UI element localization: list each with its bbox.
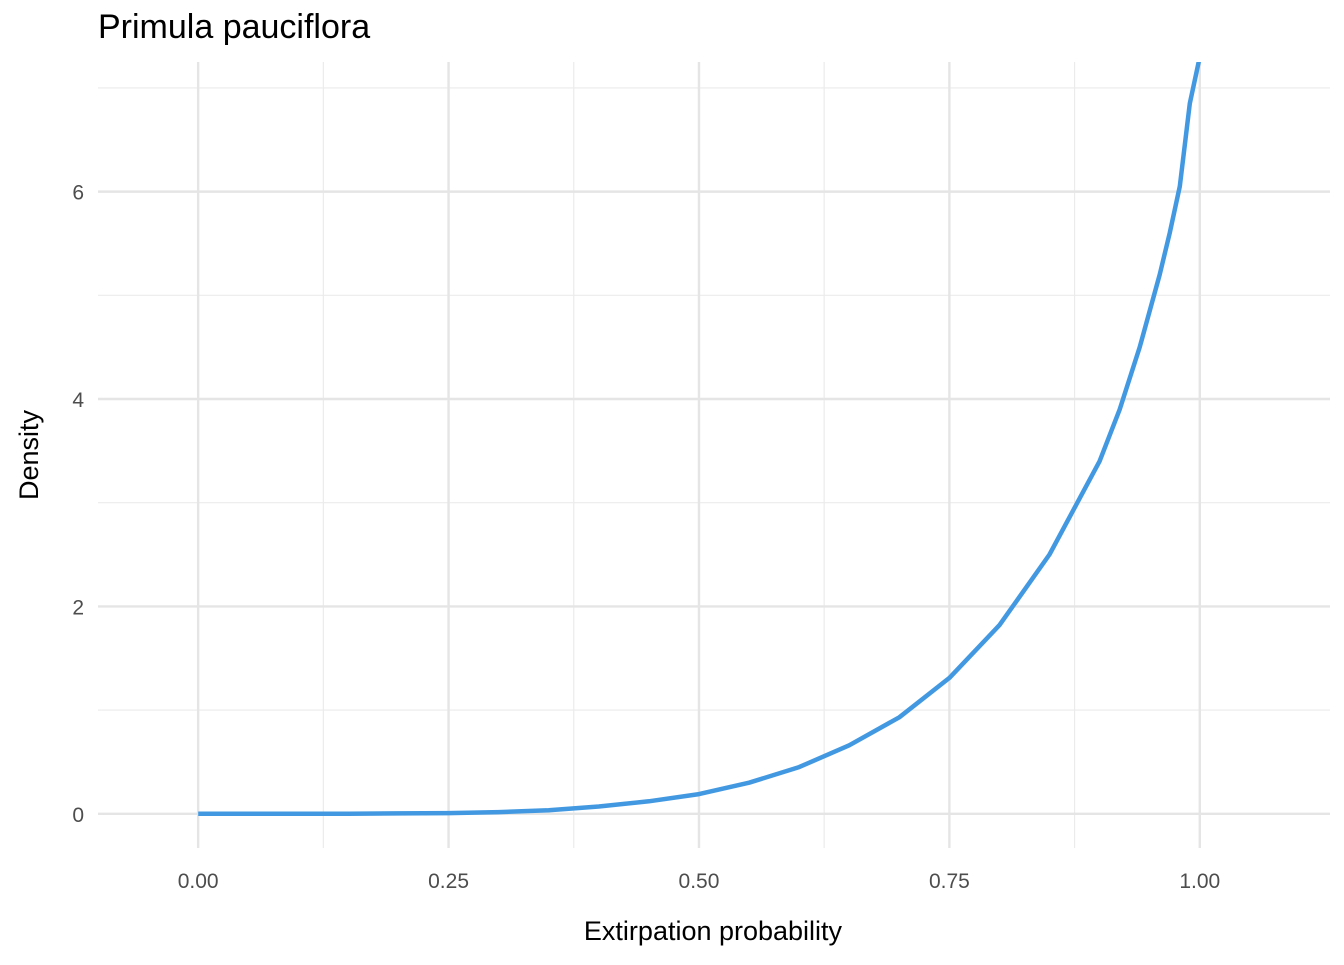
x-tick-label: 0.25	[428, 870, 469, 893]
y-tick-label: 4	[72, 389, 84, 412]
x-axis-label: Extirpation probability	[584, 916, 843, 946]
density-line	[198, 62, 1201, 817]
x-tick-label: 1.00	[1179, 870, 1220, 893]
x-tick-label: 0.00	[178, 870, 219, 893]
y-axis-label: Density	[14, 409, 44, 500]
y-tick-label: 0	[72, 804, 84, 827]
x-tick-label: 0.50	[679, 870, 720, 893]
chart-title: Primula pauciflora	[98, 8, 371, 46]
y-tick-label: 6	[72, 182, 84, 205]
x-tick-label: 0.75	[929, 870, 970, 893]
y-tick-label: 2	[72, 596, 84, 619]
